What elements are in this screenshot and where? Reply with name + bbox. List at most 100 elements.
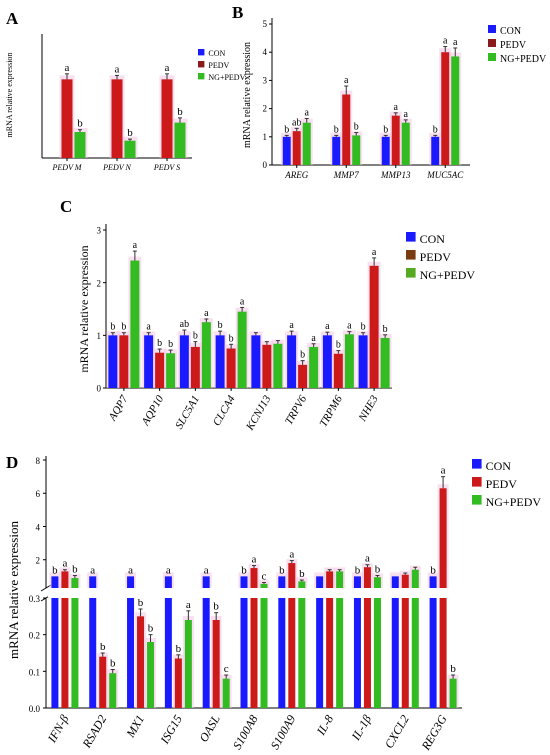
bar-con-lower	[51, 598, 59, 708]
bar-con	[51, 576, 59, 588]
bar-con	[251, 335, 261, 388]
category-label: MX1	[123, 713, 147, 741]
bar-ngpedv	[449, 678, 457, 708]
significance-letter: a	[394, 102, 399, 113]
bar-ngpedv	[309, 346, 319, 388]
legend-label-2: NG+PEDV	[500, 54, 547, 65]
y-tick-label: 8	[36, 456, 41, 466]
legend-swatch-1	[406, 250, 416, 260]
significance-letter: a	[311, 333, 316, 344]
significance-letter: c	[262, 571, 267, 583]
significance-letter: a	[252, 554, 257, 566]
bar-con	[287, 335, 297, 388]
panel-letter-a: A	[6, 9, 19, 28]
category-label: MMP13	[380, 170, 411, 180]
bar-ngpedv	[401, 122, 410, 165]
category-label: ISG15	[157, 713, 185, 747]
significance-letter: a	[204, 564, 209, 576]
significance-letter: a	[365, 553, 370, 565]
bar-ngpedv-lower	[298, 598, 306, 708]
bar-ngpedv	[237, 311, 247, 388]
bar-ngpedv	[344, 334, 354, 388]
bar-con-lower	[202, 598, 210, 708]
bar-ngpedv	[302, 122, 311, 165]
significance-letter: b	[279, 564, 285, 576]
category-label: KCNJ13	[244, 393, 274, 433]
significance-letter: b	[176, 643, 182, 655]
bar-pedv	[161, 79, 173, 158]
significance-letter: a	[62, 558, 67, 570]
significance-letter: a	[146, 322, 151, 333]
bar-con-lower	[164, 598, 172, 708]
bar-pedv	[441, 52, 450, 166]
bar-pedv	[111, 79, 123, 158]
y-tick-label: 0.1	[29, 667, 40, 677]
category-label: IFN-β	[44, 712, 71, 745]
category-label: MUC5AC	[426, 170, 464, 180]
significance-letter: b	[72, 564, 78, 576]
bar-con	[89, 576, 97, 588]
bar-pedv	[342, 94, 351, 165]
legend-label-1: PEDV	[420, 250, 452, 264]
significance-letter: a	[204, 308, 209, 319]
significance-letter: a	[453, 37, 458, 48]
category-label: CLCA4	[211, 393, 238, 428]
significance-letter: a	[165, 62, 170, 74]
significance-letter: b	[110, 322, 115, 333]
significance-letter: b	[193, 331, 198, 342]
bar-pedv	[119, 335, 129, 388]
bar-pedv-lower	[61, 598, 69, 708]
bar-con	[353, 576, 361, 588]
y-axis-label: mRNA relative expression	[5, 53, 14, 138]
category-label: TRPM6	[317, 393, 345, 429]
bar-pedv	[288, 563, 296, 588]
bar-con	[144, 335, 154, 388]
legend-label-2: NG+PEDV	[208, 73, 245, 82]
y-tick-label: 4	[36, 522, 41, 532]
significance-letter: b	[138, 597, 144, 609]
significance-letter: a	[133, 240, 138, 251]
y-tick-label: 3	[263, 75, 268, 85]
bar-con	[391, 576, 399, 588]
bar-con	[127, 576, 135, 588]
significance-letter: b	[157, 338, 162, 349]
y-tick-label: 3	[97, 226, 102, 236]
bar-ngpedv	[130, 260, 140, 388]
bar-ngpedv	[74, 132, 86, 158]
bar-ngpedv	[201, 322, 211, 388]
category-label: S100A9	[268, 713, 299, 752]
significance-letter: a	[289, 549, 294, 561]
bar-pedv-lower	[439, 598, 447, 708]
significance-letter: b	[127, 127, 133, 139]
y-tick-label: 2	[263, 104, 268, 114]
legend-swatch-1	[488, 39, 496, 47]
bar-pedv	[137, 616, 145, 708]
bar-ngpedv	[222, 678, 230, 708]
significance-letter: b	[430, 564, 436, 576]
axis-break-gap	[48, 589, 464, 597]
category-label: OASL	[196, 712, 223, 744]
significance-letter: b	[450, 663, 456, 675]
category-label: IL-8	[313, 713, 336, 739]
y-tick-label: 2	[36, 556, 41, 566]
panel-letter-c: C	[60, 197, 72, 216]
bar-con-lower	[316, 598, 324, 708]
bar-ngpedv	[411, 569, 419, 588]
category-label: REG3G	[418, 712, 450, 753]
y-tick-label: 1	[263, 132, 268, 142]
bar-pedv	[363, 567, 371, 588]
legend-swatch-0	[198, 49, 205, 56]
category-label: MMP7	[333, 170, 359, 180]
significance-letter: a	[289, 320, 294, 331]
bar-pedv	[155, 352, 165, 388]
y-tick-label: 2	[97, 278, 102, 288]
legend-label-0: CON	[486, 459, 512, 473]
significance-letter: a	[65, 62, 70, 74]
bar-pedv	[262, 344, 272, 388]
y-axis-label: mRNA relative expression	[6, 521, 21, 659]
bar-con	[240, 576, 248, 588]
y-axis-label: mRNA relative expression	[77, 245, 91, 372]
bar-pedv	[99, 656, 107, 708]
bar-pedv	[333, 353, 343, 388]
